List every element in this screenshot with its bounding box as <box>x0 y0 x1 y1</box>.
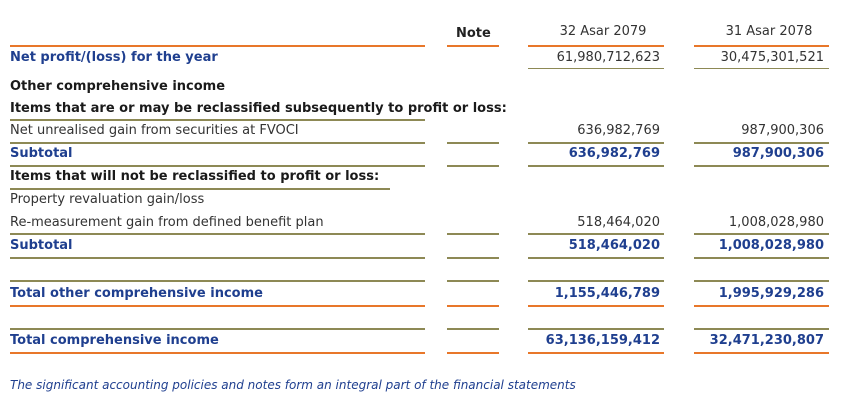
subtotal2-rule-note <box>447 257 499 259</box>
remeasurement-label: Re-measurement gain from defined benefit… <box>10 215 324 230</box>
fvoci-rule-note <box>447 142 499 144</box>
total-oci-rule-previous <box>694 305 829 307</box>
subtotal1-rule-label <box>10 165 425 167</box>
total-oci-label: Total other comprehensive income <box>10 286 263 301</box>
total-ci-current: 63,136,159,412 <box>545 333 660 348</box>
subtotal1-current: 636,982,769 <box>568 146 660 161</box>
total-oci-current: 1,155,446,789 <box>554 286 660 301</box>
subtotal2-label: Subtotal <box>10 238 73 253</box>
total-oci-top-rule-previous <box>694 280 829 282</box>
total-oci-previous: 1,995,929,286 <box>718 286 824 301</box>
revaluation-label: Property revaluation gain/loss <box>10 192 205 207</box>
note-column-header: Note <box>456 26 491 41</box>
fvoci-current: 636,982,769 <box>577 123 660 138</box>
fvoci-rule-current <box>528 142 664 144</box>
header-rule-label <box>10 45 425 47</box>
remeasurement-rule-label <box>10 233 425 235</box>
fvoci-label: Net unrealised gain from securities at F… <box>10 123 299 138</box>
oci-heading: Other comprehensive income <box>10 79 226 94</box>
total-ci-previous: 32,471,230,807 <box>709 333 824 348</box>
header-rule-note <box>447 45 499 47</box>
total-ci-label: Total comprehensive income <box>10 333 219 348</box>
total-oci-top-rule-label <box>10 280 425 282</box>
total-oci-top-rule-note <box>447 280 499 282</box>
subtotal2-rule-current <box>528 257 664 259</box>
subtotal1-label: Subtotal <box>10 146 73 161</box>
fvoci-previous: 987,900,306 <box>741 123 824 138</box>
current-year-header: 32 Asar 2079 <box>559 24 647 39</box>
subtotal2-previous: 1,008,028,980 <box>718 238 824 253</box>
total-oci-rule-note <box>447 305 499 307</box>
total-ci-top-rule-label <box>10 328 425 330</box>
net-profit-previous: 30,475,301,521 <box>720 50 824 65</box>
subtotal1-rule-note <box>447 165 499 167</box>
total-ci-rule-previous <box>694 352 829 354</box>
footer-note: The significant accounting policies and … <box>10 378 576 392</box>
remeasurement-rule-note <box>447 233 499 235</box>
noreclass-heading-rule <box>10 188 390 190</box>
net-profit-rule-current <box>528 68 664 69</box>
subtotal1-previous: 987,900,306 <box>732 146 824 161</box>
reclass-heading-rule <box>10 119 425 121</box>
total-ci-top-rule-previous <box>694 328 829 330</box>
total-oci-rule-label <box>10 305 425 307</box>
total-oci-top-rule-current <box>528 280 664 282</box>
remeasurement-rule-current <box>528 233 664 235</box>
net-profit-rule-previous <box>694 68 829 69</box>
reclass-heading: Items that are or may be reclassified su… <box>10 101 507 116</box>
header-rule-previous <box>694 45 829 47</box>
net-profit-label: Net profit/(loss) for the year <box>10 50 218 65</box>
remeasurement-current: 518,464,020 <box>577 215 660 230</box>
total-oci-rule-current <box>528 305 664 307</box>
fvoci-rule-previous <box>694 142 829 144</box>
subtotal2-rule-previous <box>694 257 829 259</box>
subtotal1-rule-previous <box>694 165 829 167</box>
header-rule-current <box>528 45 664 47</box>
total-ci-rule-note <box>447 352 499 354</box>
total-ci-rule-current <box>528 352 664 354</box>
total-ci-top-rule-current <box>528 328 664 330</box>
subtotal2-current: 518,464,020 <box>568 238 660 253</box>
remeasurement-rule-previous <box>694 233 829 235</box>
total-ci-top-rule-note <box>447 328 499 330</box>
subtotal1-rule-current <box>528 165 664 167</box>
net-profit-current: 61,980,712,623 <box>556 50 660 65</box>
subtotal2-rule-label <box>10 257 425 259</box>
noreclass-heading: Items that will not be reclassified to p… <box>10 169 380 184</box>
remeasurement-previous: 1,008,028,980 <box>728 215 824 230</box>
previous-year-header: 31 Asar 2078 <box>725 24 813 39</box>
total-ci-rule-label <box>10 352 425 354</box>
fvoci-rule-label <box>10 142 425 144</box>
